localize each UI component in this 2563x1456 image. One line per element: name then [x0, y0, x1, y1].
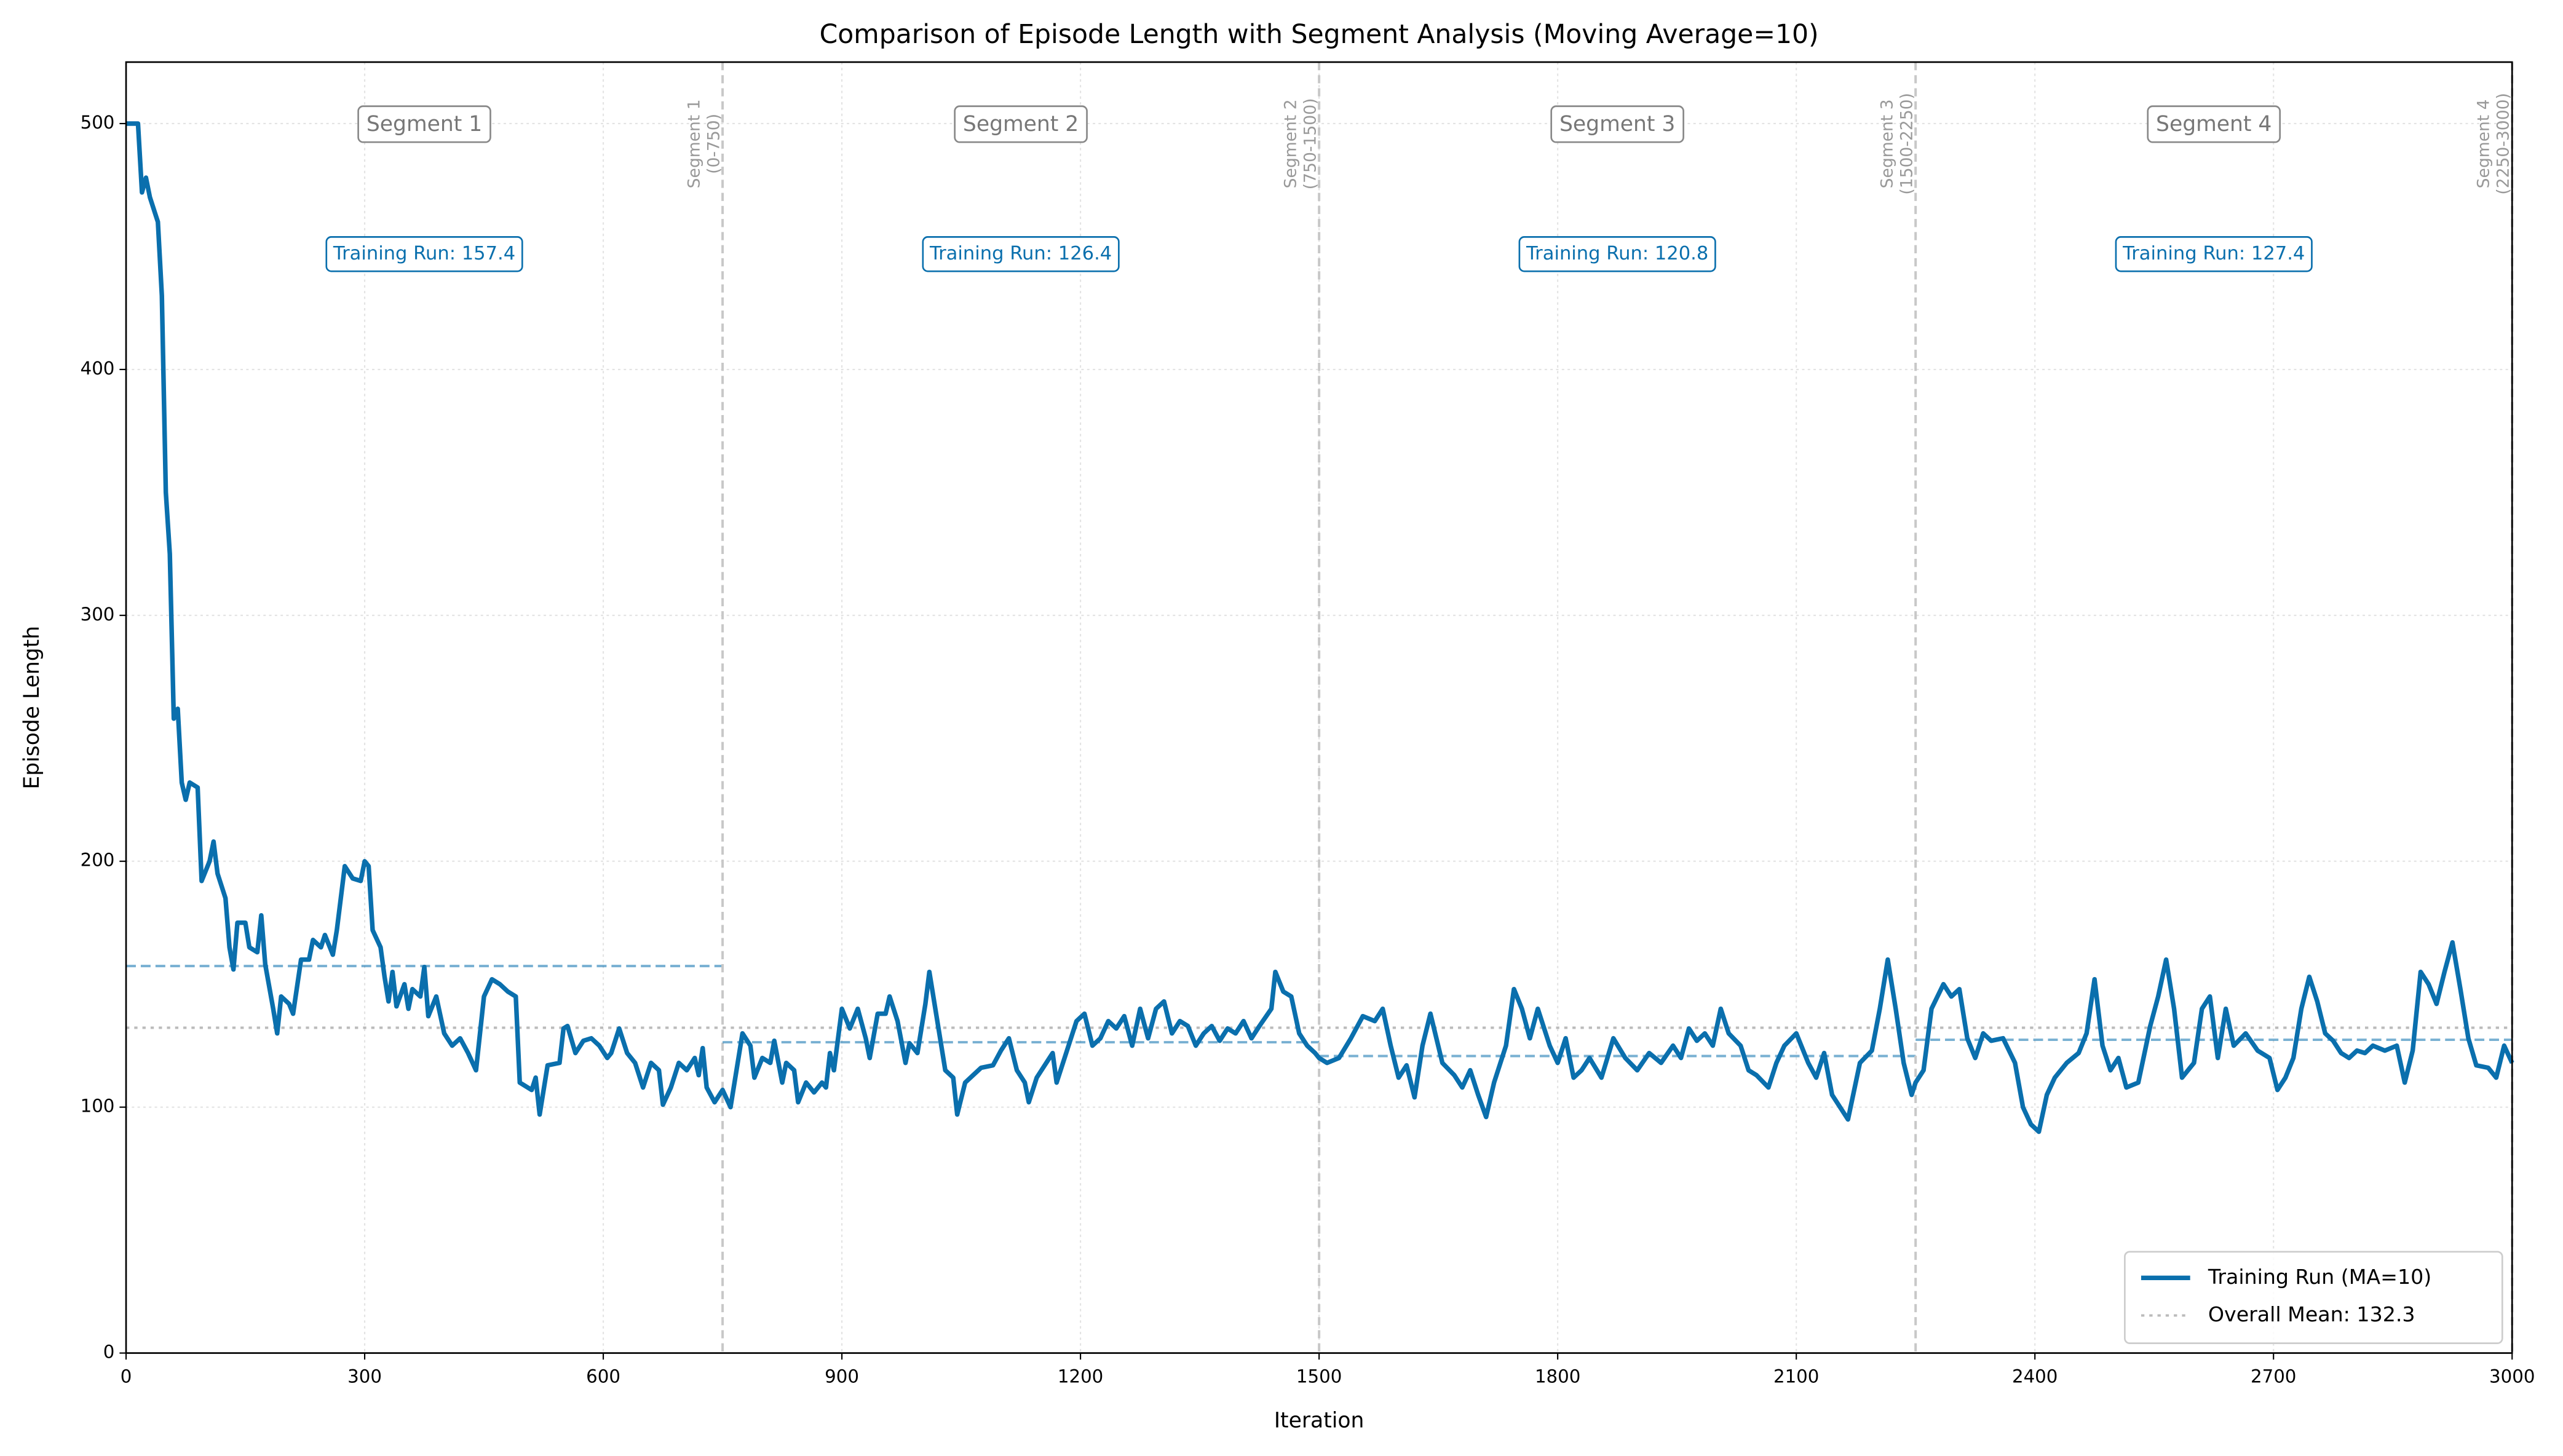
y-tick-label: 400 — [81, 358, 115, 379]
segment-boundary-range: (2250-3000) — [2494, 93, 2513, 195]
y-axis-label: Episode Length — [20, 626, 44, 789]
x-tick-label: 2400 — [2012, 1366, 2058, 1387]
segment-boundary-name: Segment 2 — [1281, 99, 1300, 188]
y-tick-label: 300 — [81, 604, 115, 625]
legend-label: Training Run (MA=10) — [2208, 1265, 2431, 1289]
legend: Training Run (MA=10) Overall Mean: 132.3 — [2124, 1251, 2503, 1344]
segment-mean-label: Training Run: 127.4 — [2122, 243, 2305, 264]
series-line — [126, 121, 2514, 1134]
segment-label: Segment 4 — [2156, 112, 2272, 136]
segment-label: Segment 3 — [1559, 112, 1675, 136]
x-tick-label: 1800 — [1535, 1366, 1580, 1387]
segment-label-box — [357, 105, 491, 143]
segment-label-box — [2147, 105, 2281, 143]
segment-boundary-range: (1500-2250) — [1897, 93, 1916, 195]
segment-mean-box — [922, 236, 1120, 272]
legend-label: Overall Mean: 132.3 — [2208, 1302, 2415, 1326]
x-tick-label: 3000 — [2489, 1366, 2535, 1387]
segment-mean-box — [325, 236, 523, 272]
x-tick-label: 600 — [586, 1366, 620, 1387]
segment-boundary-name: Segment 1 — [684, 99, 703, 188]
segment-boundary-range: (0-750) — [704, 114, 723, 174]
segment-label-box — [954, 105, 1088, 143]
segment-label: Segment 1 — [366, 112, 482, 136]
x-tick-label: 1200 — [1058, 1366, 1103, 1387]
x-tick-label: 900 — [825, 1366, 859, 1387]
x-tick-label: 0 — [121, 1366, 132, 1387]
segment-mean-box — [2115, 236, 2313, 272]
segment-boundary-name: Segment 3 — [1878, 99, 1897, 188]
y-tick-label: 500 — [81, 112, 115, 133]
segment-mean-label: Training Run: 157.4 — [333, 243, 515, 264]
x-tick-label: 1500 — [1296, 1366, 1342, 1387]
y-tick-label: 200 — [81, 850, 115, 871]
x-tick-label: 300 — [347, 1366, 382, 1387]
chart-title: Comparison of Episode Length with Segmen… — [820, 20, 1819, 50]
segment-boundary-name: Segment 4 — [2474, 99, 2494, 188]
segment-boundary-range: (750-1500) — [1301, 98, 1320, 190]
plot-frame — [125, 61, 2513, 1354]
segment-label: Segment 2 — [963, 112, 1079, 136]
x-axis-label: Iteration — [1274, 1409, 1364, 1433]
segment-mean-box — [1518, 236, 1716, 272]
x-tick-label: 2100 — [1773, 1366, 1819, 1387]
legend-box — [2124, 1251, 2503, 1344]
segment-label-box — [1550, 105, 1684, 143]
segment-mean-label: Training Run: 120.8 — [1526, 243, 1708, 264]
y-tick-label: 0 — [103, 1342, 115, 1363]
x-tick-label: 2700 — [2251, 1366, 2296, 1387]
segment-mean-label: Training Run: 126.4 — [929, 243, 1112, 264]
y-tick-label: 100 — [81, 1096, 115, 1117]
